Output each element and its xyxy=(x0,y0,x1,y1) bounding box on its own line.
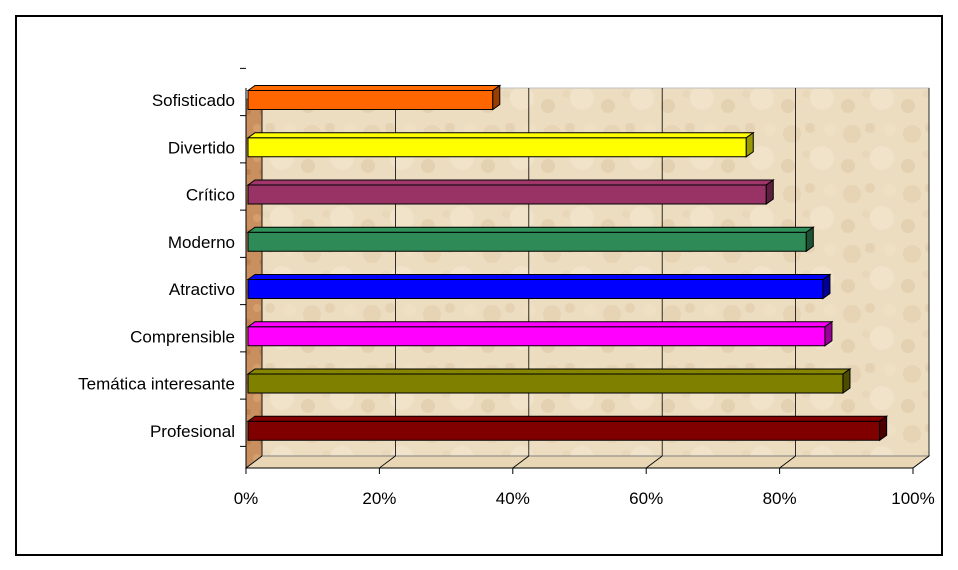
bar-end xyxy=(842,368,851,394)
x-tick-label: 20% xyxy=(362,489,396,508)
floor-gridline xyxy=(912,455,930,469)
bars xyxy=(246,84,889,442)
bar-top xyxy=(246,226,815,233)
category-label: Profesional xyxy=(150,422,235,441)
bar-front xyxy=(247,231,807,252)
bar-top xyxy=(246,132,755,139)
floor xyxy=(244,455,931,469)
bar-top xyxy=(246,415,889,422)
bar-front xyxy=(247,420,881,441)
bar-front xyxy=(247,90,494,110)
x-tick-label: 60% xyxy=(629,489,663,508)
floor-gridline xyxy=(512,455,530,469)
bar xyxy=(246,320,834,347)
category-label: Crítico xyxy=(186,186,235,205)
bar-end xyxy=(822,273,831,300)
bar-front xyxy=(247,184,767,205)
floor-gridline xyxy=(779,455,796,469)
category-label: Temática interesante xyxy=(78,375,235,394)
bar xyxy=(246,415,889,442)
bar-front xyxy=(247,326,826,347)
bar-end xyxy=(824,320,833,347)
bar xyxy=(246,273,832,300)
bar xyxy=(246,131,755,158)
floor-gridline xyxy=(379,455,396,469)
bar-top xyxy=(246,179,775,186)
bar-front xyxy=(247,279,824,299)
bar-top xyxy=(246,368,852,375)
category-label: Atractivo xyxy=(169,280,235,299)
category-labels: Sofisticado Divertido Crítico Moderno Atract… xyxy=(78,91,235,441)
category-label: Moderno xyxy=(168,233,235,252)
bar-front xyxy=(247,373,844,394)
floor-gridline xyxy=(645,455,663,469)
bar xyxy=(246,179,775,205)
bar-end xyxy=(879,415,888,442)
bar xyxy=(246,226,815,253)
x-tick-label: 40% xyxy=(496,489,530,508)
category-label: Divertido xyxy=(168,138,235,157)
bar-top xyxy=(246,274,832,280)
category-label: Comprensible xyxy=(130,327,235,346)
bar-end xyxy=(765,179,774,205)
floor-gridline xyxy=(245,455,263,469)
bar-front xyxy=(247,137,747,158)
bar-end xyxy=(805,226,814,253)
x-tick-labels: 0% 20% 40% 60% 80% 100% xyxy=(234,489,935,508)
bar xyxy=(246,368,852,394)
category-label: Sofisticado xyxy=(152,91,235,110)
bar-top xyxy=(246,85,502,91)
x-tick-label: 0% xyxy=(234,489,259,508)
bar-end xyxy=(492,84,501,111)
bar-end xyxy=(745,131,754,158)
x-tick-label: 80% xyxy=(763,489,797,508)
x-tick-label: 100% xyxy=(891,489,934,508)
bar-top xyxy=(246,321,834,328)
bar xyxy=(246,84,502,111)
